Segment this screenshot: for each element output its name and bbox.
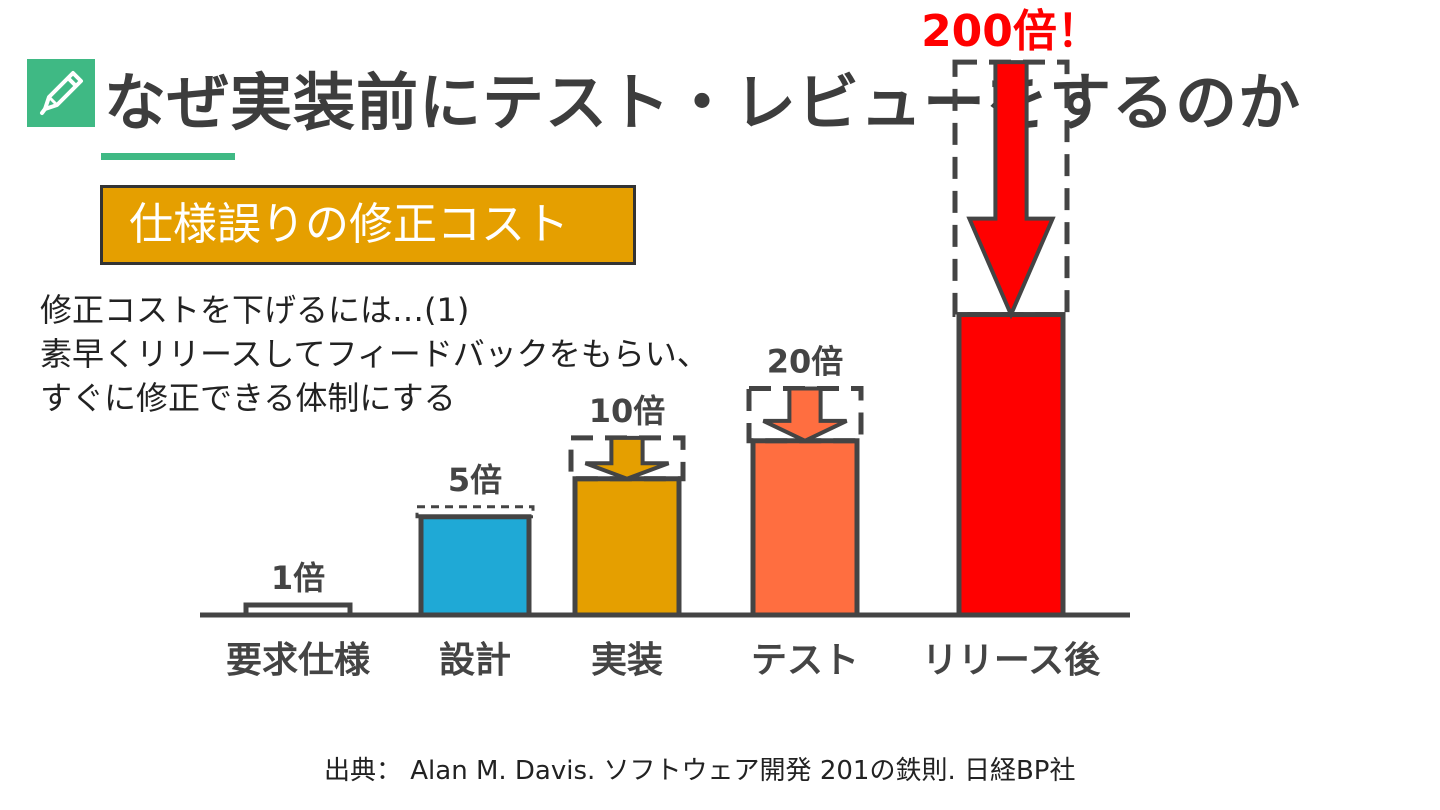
body-line-3: すぐに修正できる体制にする	[40, 379, 456, 417]
data-label-5: 200倍！	[921, 6, 1101, 57]
body-line-2: 素早くリリースしてフィードバックをもらい、	[40, 335, 709, 373]
data-label-2: 5倍	[448, 461, 502, 499]
body-text: 修正コストを下げるには…(1) 素早くリリースしてフィードバックをもらい、 すぐ…	[40, 288, 709, 420]
subtitle-banner: 仕様誤りの修正コスト	[100, 185, 636, 265]
bar-3	[572, 476, 682, 618]
growth-outline-2	[415, 505, 535, 519]
category-label-5: リリース後	[922, 640, 1101, 681]
growth-arrow-4	[762, 386, 848, 443]
category-label-4: テスト	[751, 640, 859, 681]
bar-1	[243, 602, 353, 618]
category-label-1: 要求仕様	[226, 640, 371, 681]
pencil-icon	[27, 59, 95, 127]
category-label-3: 実装	[591, 640, 663, 681]
pencil-icon-graphic	[40, 71, 83, 115]
body-line-1: 修正コストを下げるには…(1)	[40, 291, 470, 329]
bar-5	[956, 312, 1066, 618]
bar-2	[418, 514, 532, 618]
page-title: なぜ実装前にテスト・レビューをするのか	[104, 66, 1302, 139]
data-label-4: 20倍	[767, 342, 844, 380]
data-label-3: 10倍	[589, 392, 666, 430]
growth-arrow-3	[584, 435, 670, 481]
source-citation: 出典： Alan M. Davis. ソフトウェア開発 201の鉄則. 日経BP…	[324, 756, 1076, 786]
category-label-2: 設計	[439, 640, 511, 681]
title-underline	[101, 153, 235, 160]
bar-4	[750, 438, 860, 618]
data-label-1: 1倍	[271, 559, 325, 597]
growth-arrow-5	[966, 60, 1056, 320]
